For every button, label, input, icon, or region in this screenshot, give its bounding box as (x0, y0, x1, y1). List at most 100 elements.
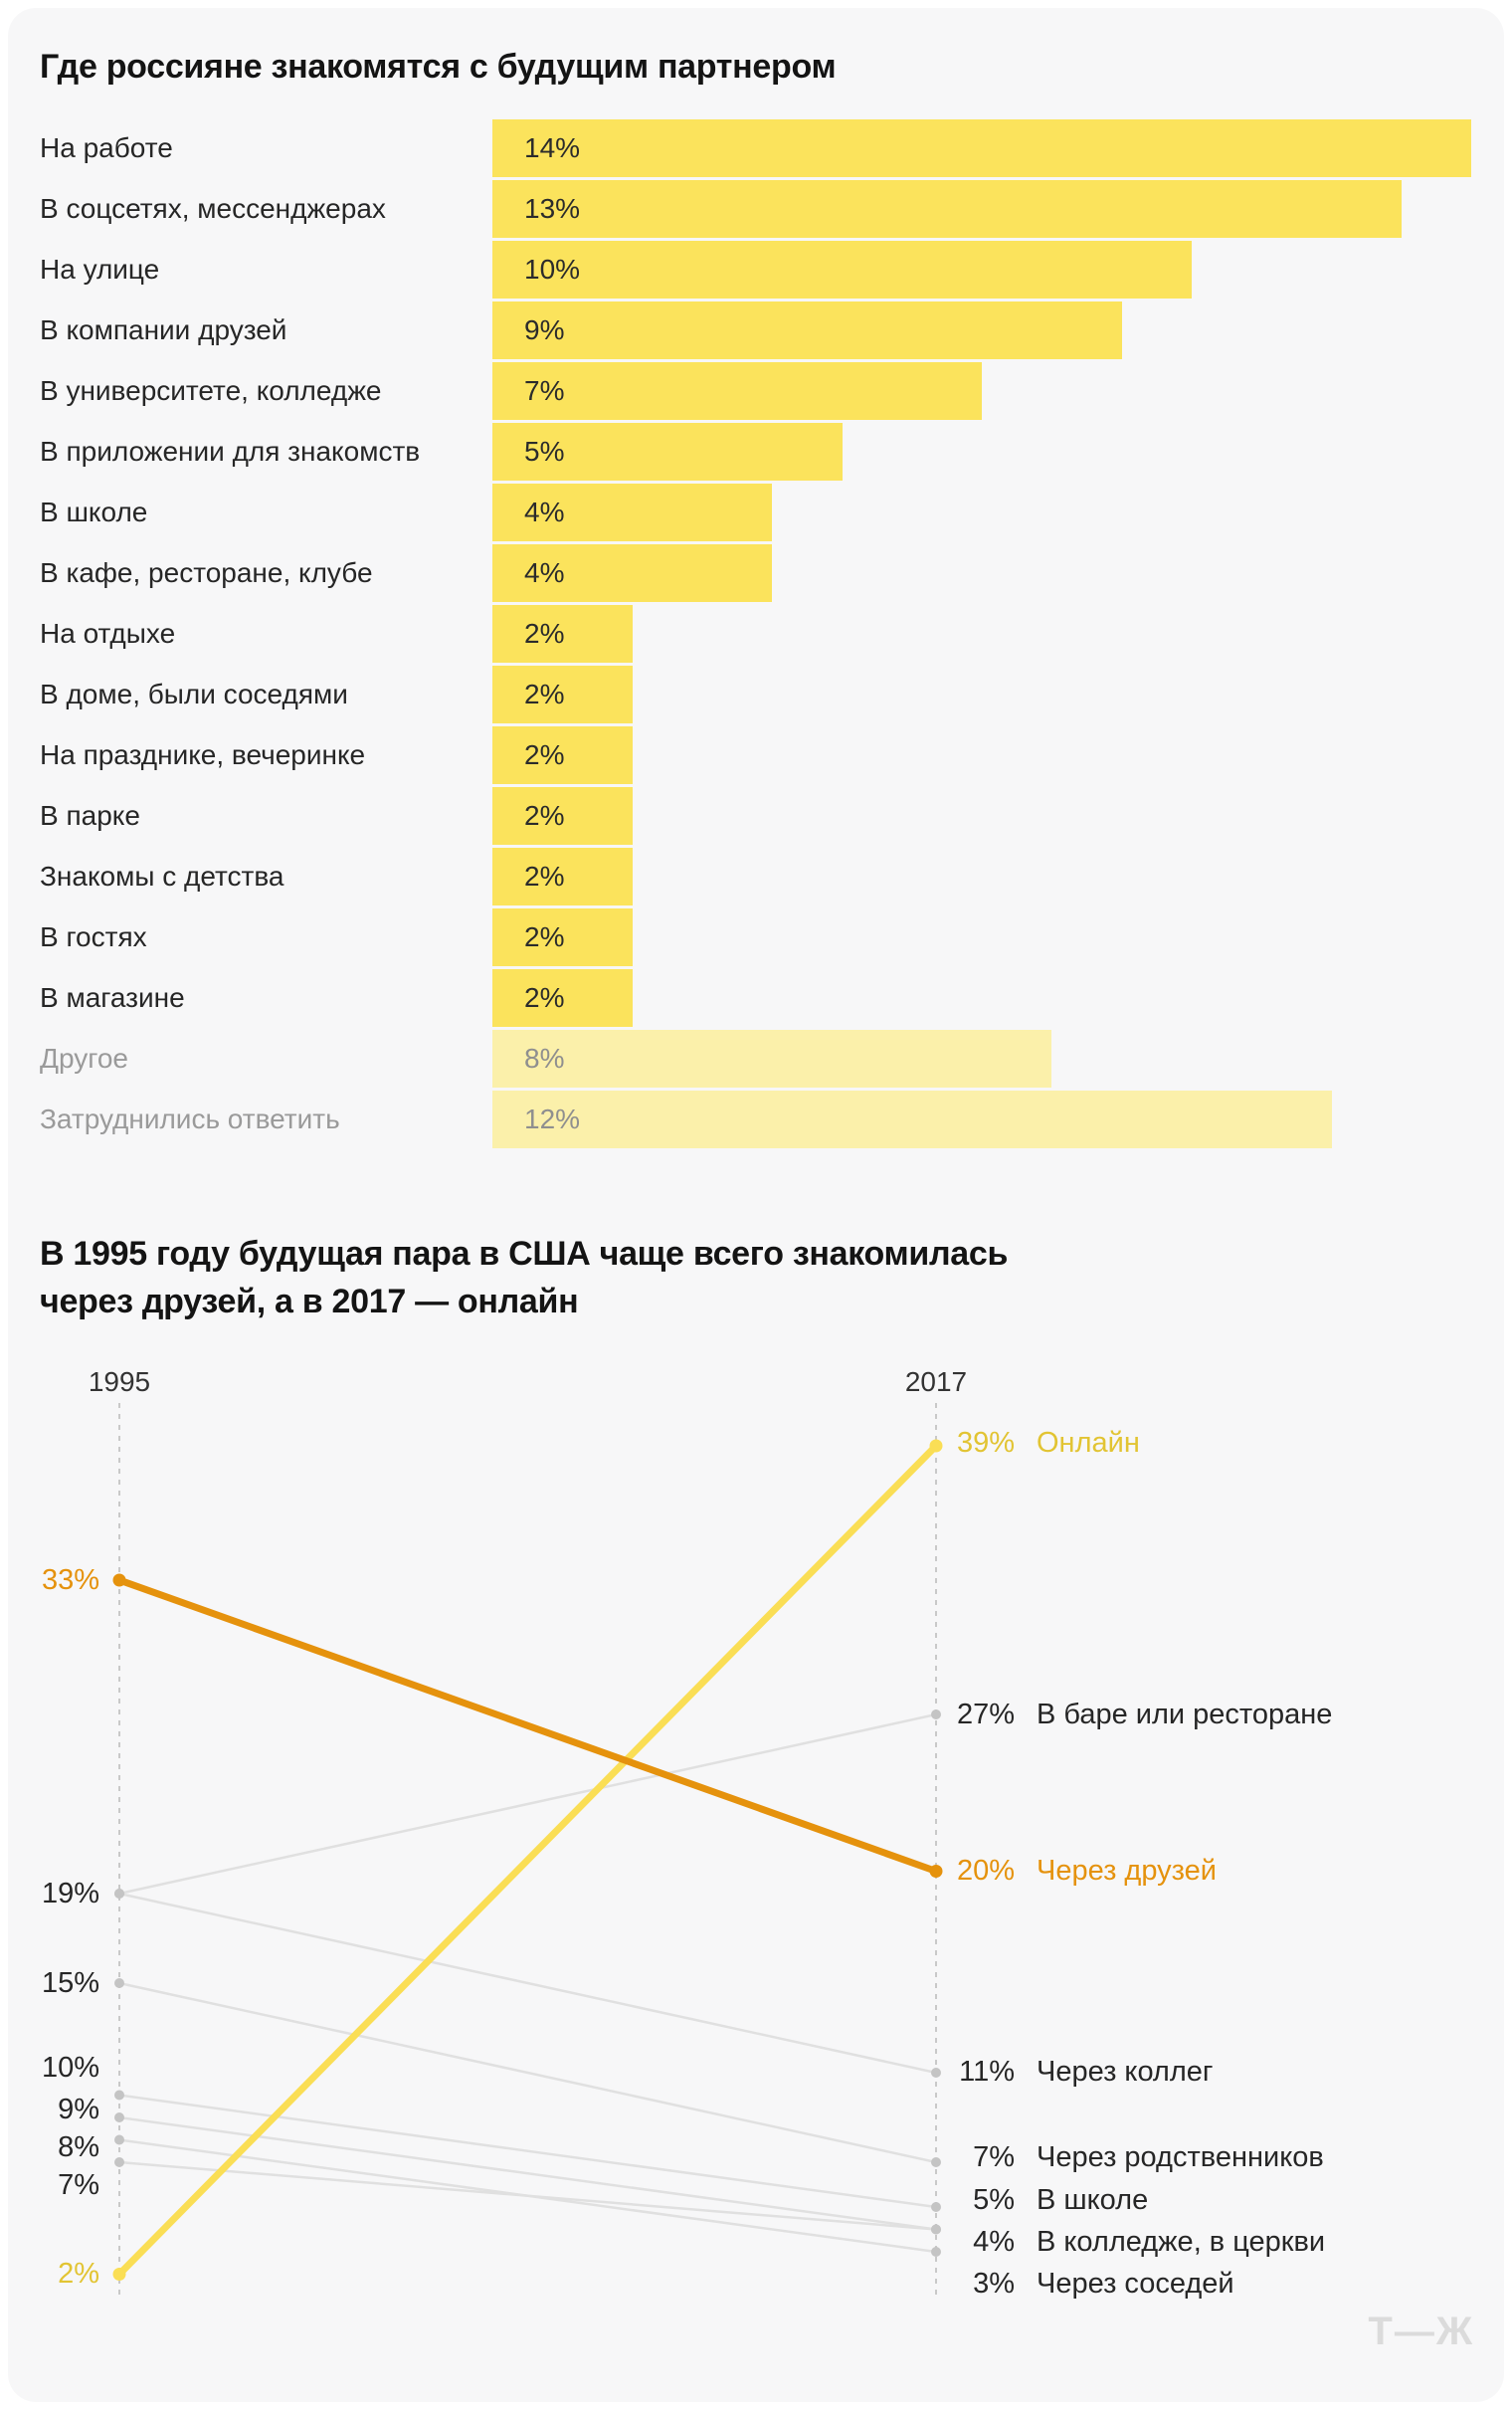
bar-category-label: В компании друзей (40, 314, 287, 345)
bar (492, 1091, 1332, 1148)
slope-point (931, 2247, 941, 2257)
bar-category-label: В школе (40, 497, 148, 527)
slope-point (931, 2224, 941, 2235)
bar (492, 544, 772, 602)
slope-right-value-label: 11% (959, 2056, 1015, 2088)
slope-right-category-label: Онлайн (1037, 1427, 1140, 1459)
bar (492, 908, 633, 966)
bar-category-label: В приложении для знакомств (40, 436, 421, 467)
slope-right-value-label: 27% (956, 1699, 1015, 1730)
bar-category-label: В соцсетях, мессенджерах (40, 193, 386, 224)
slope-point (931, 1709, 941, 1719)
slope-point (114, 2157, 124, 2167)
infographic-card: Где россияне знакомятся с будущим партне… (8, 8, 1504, 2402)
slope-right-value-label: 3% (973, 2268, 1015, 2300)
slope-right-category-label: Через друзей (1037, 1855, 1217, 1887)
bar (492, 119, 1471, 177)
bar-category-label: На отдыхе (40, 618, 176, 649)
bar-value-label: 2% (524, 800, 565, 831)
bar-category-label: В парке (40, 800, 140, 831)
bar-value-label: 4% (524, 557, 565, 588)
bar (492, 362, 982, 420)
bar-value-label: 2% (524, 679, 565, 709)
slope-right-value-label: 5% (973, 2184, 1015, 2216)
bar-value-label: 2% (524, 921, 565, 952)
slope-right-value-label: 39% (956, 1427, 1015, 1459)
slope-point (114, 2090, 124, 2101)
bar-value-label: 9% (524, 314, 565, 345)
bar (492, 666, 633, 723)
bar-value-label: 4% (524, 497, 565, 527)
bar-value-label: 2% (524, 982, 565, 1013)
bar-category-label: В университете, колледже (40, 375, 382, 406)
slope-left-value-label: 10% (41, 2052, 99, 2084)
slope-left-value-label: 9% (58, 2094, 99, 2125)
slope-point (112, 2268, 126, 2281)
bar-category-label: На улице (40, 254, 160, 285)
slope-point (931, 2202, 941, 2212)
slope-right-category-label: В школе (1037, 2184, 1149, 2216)
bar-value-label: 7% (524, 375, 565, 406)
bar-value-label: 12% (524, 1104, 581, 1134)
bar-value-label: 5% (524, 436, 565, 467)
bar-value-label: 2% (524, 861, 565, 892)
bar-category-label: В доме, были соседями (40, 679, 348, 709)
bar-category-label: На празднике, вечеринке (40, 739, 366, 770)
bar-value-label: 2% (524, 618, 565, 649)
slope-left-value-label: 8% (58, 2131, 99, 2163)
bar-category-label: В магазине (40, 982, 185, 1013)
bar-value-label: 10% (524, 254, 581, 285)
tzh-logo: Т—Ж (1368, 2310, 1474, 2353)
bar (492, 1030, 1051, 1088)
bar-category-label: Знакомы с детства (40, 861, 284, 892)
slope-point (114, 1889, 124, 1899)
slope-line-yellow (115, 1442, 940, 2278)
slope-right-value-label: 7% (973, 2141, 1015, 2173)
bar (492, 787, 633, 845)
bar-category-label: В гостях (40, 921, 147, 952)
slope-line-gray (117, 1892, 938, 2075)
bar-value-label: 14% (524, 132, 581, 163)
bar-category-label: Затруднились ответить (40, 1104, 340, 1134)
bar-chart-title: Где россияне знакомятся с будущим партне… (40, 48, 837, 86)
slope-line-gray (117, 1981, 938, 2164)
slope-left-value-label: 33% (41, 1564, 99, 1596)
slope-point (929, 1439, 943, 1453)
bar-value-label: 2% (524, 739, 565, 770)
bar-value-label: 8% (524, 1043, 565, 1074)
slope-right-category-label: Через родственников (1037, 2141, 1324, 2173)
slope-right-category-label: Через коллег (1037, 2056, 1214, 2088)
slope-chart-canvas (112, 1403, 943, 2297)
bar (492, 180, 1402, 238)
slope-point (112, 1573, 126, 1587)
slope-right-category-label: Через соседей (1037, 2268, 1234, 2300)
slope-chart-title-line2: через друзей, а в 2017 — онлайн (40, 1283, 579, 1320)
slope-line-gray (117, 2094, 938, 2209)
slope-point (929, 1865, 943, 1878)
bar (492, 241, 1192, 299)
slope-right-value-label: 20% (956, 1855, 1015, 1887)
slope-line-gray (117, 1712, 938, 1896)
slope-left-value-label: 15% (41, 1967, 99, 1999)
bar (492, 301, 1122, 359)
slope-point (931, 2068, 941, 2078)
slope-left-value-label: 19% (41, 1878, 99, 1909)
bar (492, 969, 633, 1027)
slope-left-value-label: 2% (58, 2258, 99, 2290)
slope-left-value-label: 7% (58, 2169, 99, 2201)
slope-chart-title-line1: В 1995 году будущая пара в США чаще всег… (40, 1235, 1009, 1273)
bar (492, 423, 843, 481)
bar-category-label: На работе (40, 132, 173, 163)
slope-right-value-label: 4% (973, 2226, 1015, 2258)
bar-category-label: Другое (40, 1043, 128, 1074)
axis-year-1995: 1995 (88, 1366, 151, 1397)
bar (492, 605, 633, 663)
slope-right-category-label: В баре или ресторане (1037, 1699, 1333, 1730)
bar (492, 484, 772, 541)
bar (492, 848, 633, 905)
slope-point (114, 1978, 124, 1988)
slope-line-gray (117, 2138, 938, 2254)
slope-point (931, 2157, 941, 2167)
slope-point (114, 2134, 124, 2145)
slope-right-category-label: В колледже, в церкви (1037, 2226, 1326, 2258)
